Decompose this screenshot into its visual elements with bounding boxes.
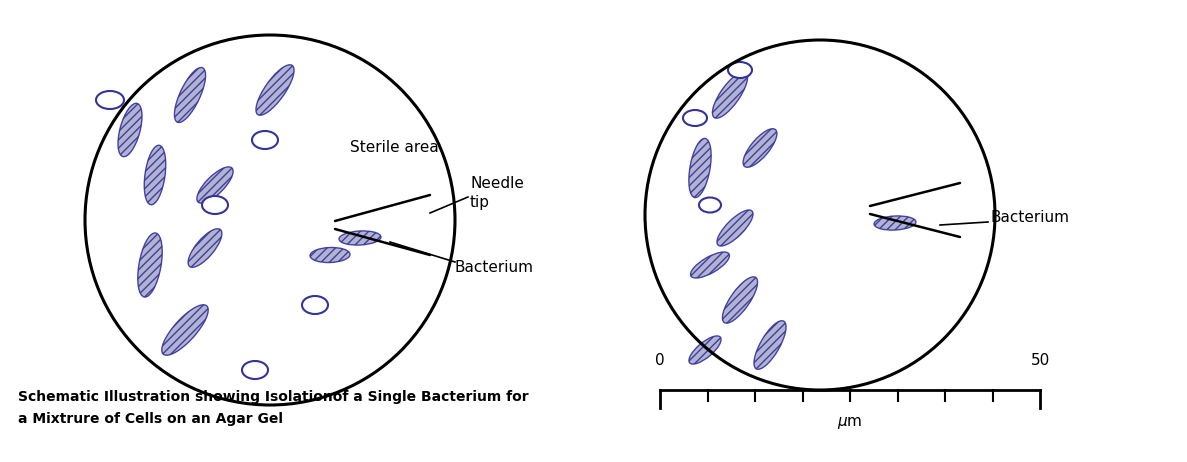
Text: 0: 0	[655, 353, 665, 368]
Ellipse shape	[96, 91, 123, 109]
Ellipse shape	[161, 305, 208, 355]
Ellipse shape	[754, 321, 786, 369]
Ellipse shape	[717, 210, 753, 246]
Ellipse shape	[256, 65, 294, 115]
Ellipse shape	[252, 131, 278, 149]
Ellipse shape	[188, 229, 222, 267]
Text: Needle
tip: Needle tip	[470, 176, 523, 210]
Ellipse shape	[118, 103, 142, 157]
Text: Bacterium: Bacterium	[990, 211, 1069, 225]
Ellipse shape	[874, 216, 916, 230]
Ellipse shape	[339, 231, 381, 245]
Text: a Mixtrure of Cells on an Agar Gel: a Mixtrure of Cells on an Agar Gel	[18, 412, 283, 426]
Ellipse shape	[723, 277, 757, 323]
Text: 50: 50	[1030, 353, 1049, 368]
Ellipse shape	[712, 72, 748, 118]
Ellipse shape	[310, 248, 350, 262]
Ellipse shape	[138, 233, 163, 297]
Text: $\mu$m: $\mu$m	[837, 415, 863, 431]
Ellipse shape	[683, 110, 707, 126]
Ellipse shape	[174, 67, 205, 122]
Ellipse shape	[197, 167, 233, 203]
Ellipse shape	[691, 252, 730, 278]
Ellipse shape	[202, 196, 228, 214]
Ellipse shape	[145, 145, 166, 205]
Ellipse shape	[242, 361, 268, 379]
Text: Bacterium: Bacterium	[455, 261, 534, 275]
Text: Schematic Illustration showing Isolationof a Single Bacterium for: Schematic Illustration showing Isolation…	[18, 390, 528, 404]
Ellipse shape	[301, 296, 328, 314]
Ellipse shape	[728, 62, 753, 78]
Ellipse shape	[743, 129, 777, 167]
Text: Sterile area: Sterile area	[350, 140, 439, 156]
Ellipse shape	[688, 336, 721, 364]
Ellipse shape	[688, 139, 711, 198]
Ellipse shape	[699, 197, 721, 213]
